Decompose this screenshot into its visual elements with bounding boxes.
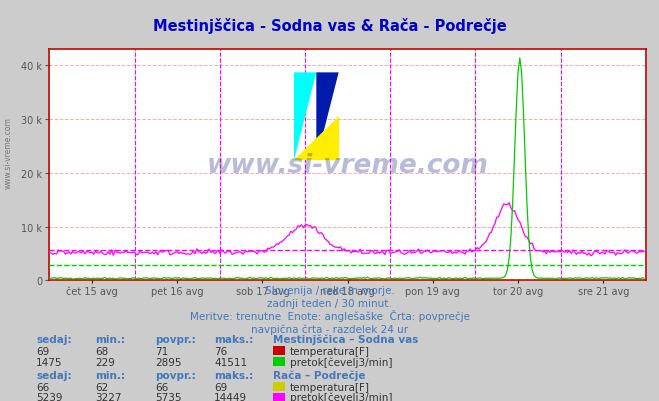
Text: min.:: min.: <box>96 334 126 344</box>
Text: temperatura[F]: temperatura[F] <box>290 346 370 356</box>
Text: maks.:: maks.: <box>214 370 254 380</box>
Text: 71: 71 <box>155 346 168 356</box>
Text: 5735: 5735 <box>155 392 181 401</box>
Text: povpr.:: povpr.: <box>155 370 196 380</box>
Text: povpr.:: povpr.: <box>155 334 196 344</box>
Text: Rača – Podrečje: Rača – Podrečje <box>273 369 366 380</box>
Text: navpična črta - razdelek 24 ur: navpična črta - razdelek 24 ur <box>251 324 408 334</box>
Text: 14449: 14449 <box>214 392 247 401</box>
Text: pretok[čevelj3/min]: pretok[čevelj3/min] <box>290 392 393 401</box>
Text: Mestinjščica – Sodna vas: Mestinjščica – Sodna vas <box>273 333 419 344</box>
Text: sedaj:: sedaj: <box>36 334 72 344</box>
Text: 66: 66 <box>36 382 49 392</box>
Text: 5239: 5239 <box>36 392 63 401</box>
Text: www.si-vreme.com: www.si-vreme.com <box>3 117 13 188</box>
Polygon shape <box>316 73 339 161</box>
Text: 69: 69 <box>36 346 49 356</box>
Polygon shape <box>294 117 339 161</box>
Text: 2895: 2895 <box>155 357 181 367</box>
Text: www.si-vreme.com: www.si-vreme.com <box>207 152 488 178</box>
Text: 68: 68 <box>96 346 109 356</box>
Text: 229: 229 <box>96 357 115 367</box>
Text: 76: 76 <box>214 346 227 356</box>
Text: 62: 62 <box>96 382 109 392</box>
Polygon shape <box>294 73 316 161</box>
Text: zadnji teden / 30 minut.: zadnji teden / 30 minut. <box>267 298 392 308</box>
Text: Slovenija / reke in morje.: Slovenija / reke in morje. <box>264 286 395 296</box>
Text: 69: 69 <box>214 382 227 392</box>
Text: pretok[čevelj3/min]: pretok[čevelj3/min] <box>290 356 393 367</box>
Text: 1475: 1475 <box>36 357 63 367</box>
Text: maks.:: maks.: <box>214 334 254 344</box>
Text: sedaj:: sedaj: <box>36 370 72 380</box>
Text: 3227: 3227 <box>96 392 122 401</box>
Text: 41511: 41511 <box>214 357 247 367</box>
Text: 66: 66 <box>155 382 168 392</box>
Text: Meritve: trenutne  Enote: anglešaške  Črta: povprečje: Meritve: trenutne Enote: anglešaške Črta… <box>190 309 469 321</box>
Text: temperatura[F]: temperatura[F] <box>290 382 370 392</box>
Text: Mestinjščica - Sodna vas & Rača - Podrečje: Mestinjščica - Sodna vas & Rača - Podreč… <box>153 18 506 34</box>
Text: min.:: min.: <box>96 370 126 380</box>
